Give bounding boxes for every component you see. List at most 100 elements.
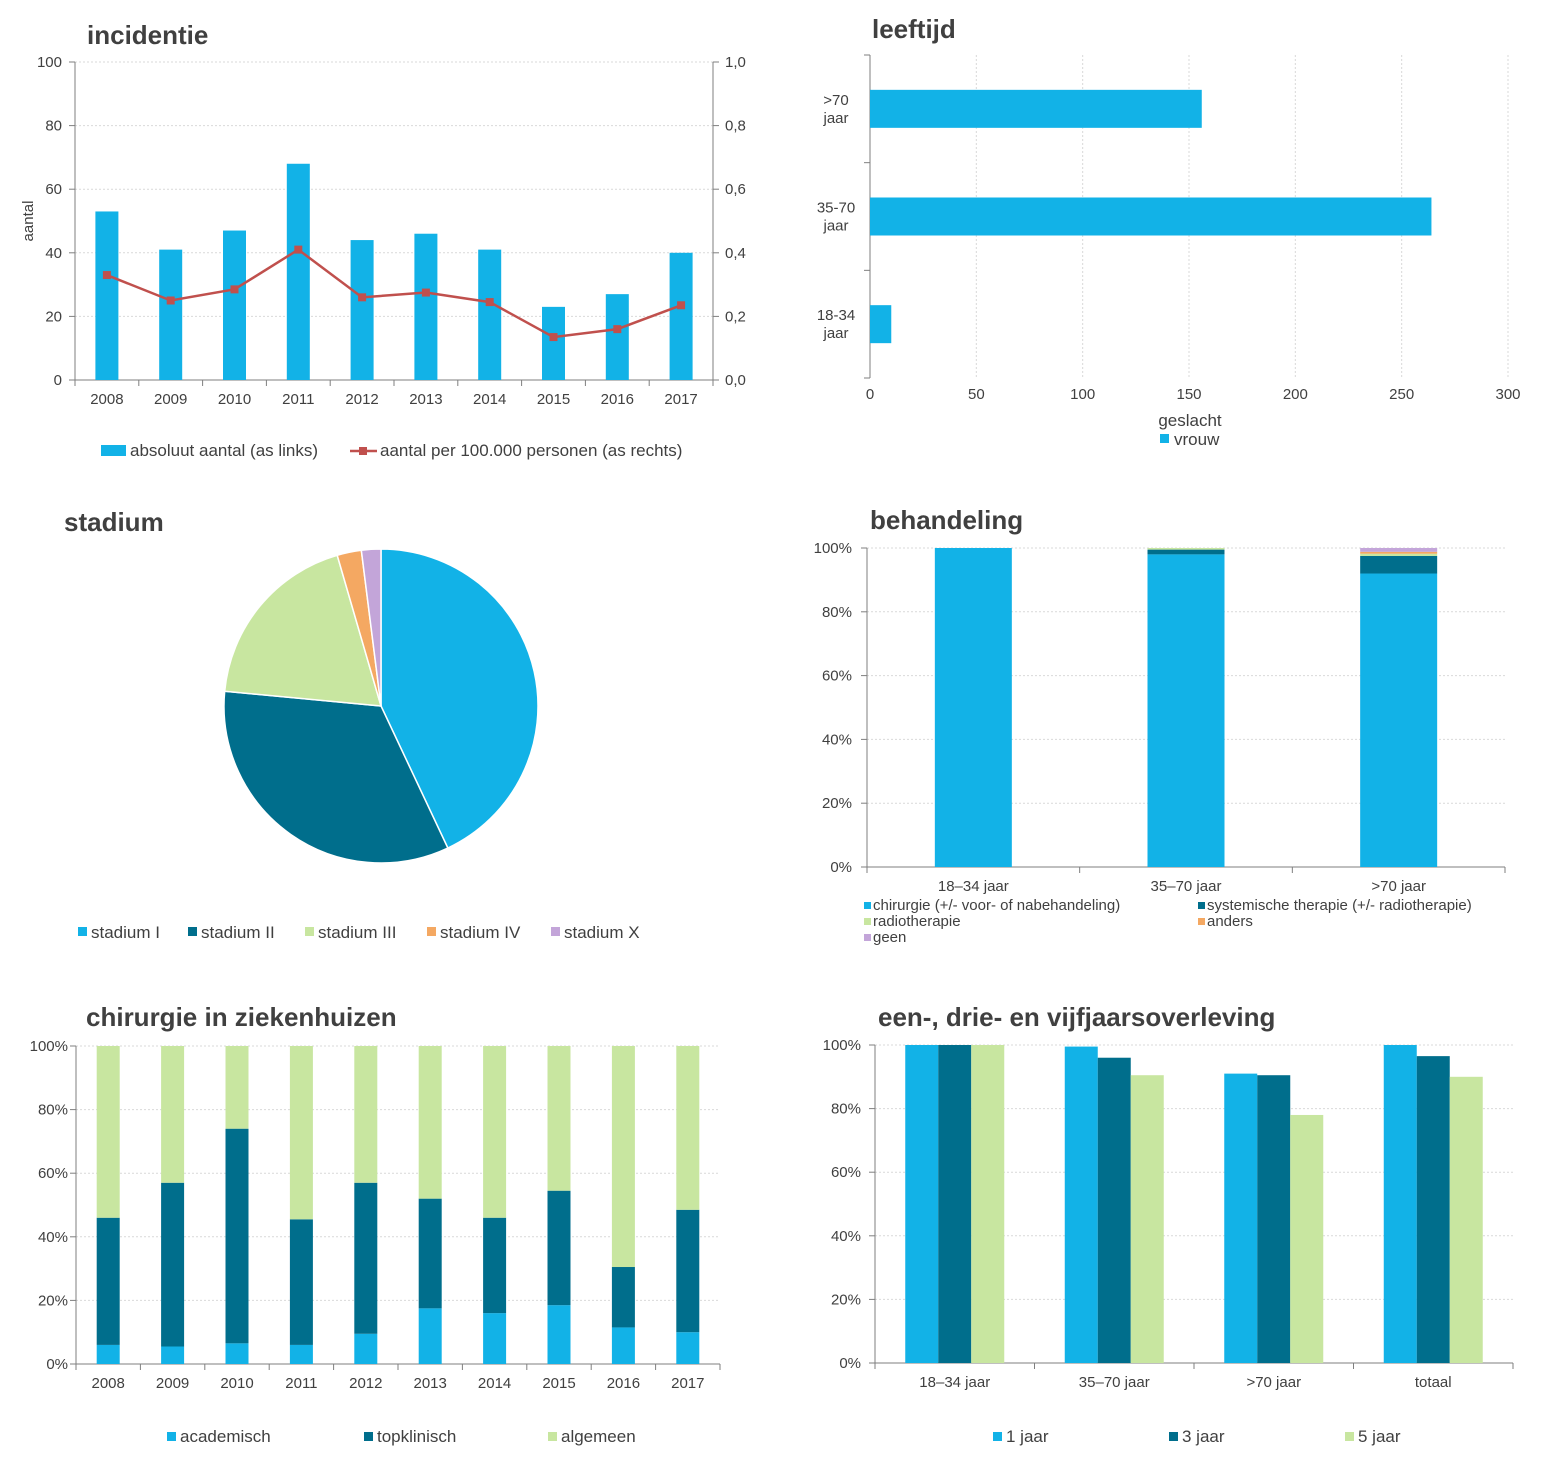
bar [669, 252, 693, 380]
bar [1130, 1075, 1164, 1363]
legend-title: geslacht [1158, 411, 1222, 430]
bar [1224, 1073, 1258, 1363]
chart-title: stadium [64, 507, 164, 537]
x-tick-label: 100 [1070, 386, 1095, 403]
y-tick-label: 40 [45, 245, 62, 262]
x-tick-label: 18–34 jaar [919, 1374, 990, 1391]
chart-title: behandeling [870, 505, 1023, 535]
pie-slice [360, 548, 382, 707]
bar-segment [289, 1046, 313, 1220]
x-tick-label: 35–70 jaar [1079, 1374, 1150, 1391]
x-tick-label: 2017 [664, 391, 697, 408]
bar-segment [96, 1046, 120, 1218]
y-tick-label: 80% [38, 1102, 68, 1119]
x-tick-label: 2008 [90, 391, 123, 408]
legend-swatch [427, 927, 436, 936]
x-tick-label: 2011 [282, 391, 314, 408]
bar [938, 1045, 972, 1363]
bar-segment [225, 1343, 249, 1364]
bar [1383, 1045, 1417, 1363]
y-tick-label: 0 [54, 372, 62, 389]
x-tick-label: 150 [1176, 386, 1201, 403]
legend-label: vrouw [1174, 430, 1220, 449]
x-tick-label: 2012 [349, 1375, 382, 1392]
x-tick-label: 250 [1389, 386, 1414, 403]
y-tick-label: 100% [823, 1037, 861, 1054]
legend-swatch [993, 1432, 1002, 1441]
y2-tick-label: 0,6 [725, 181, 746, 198]
chart-title: leeftijd [872, 14, 956, 44]
x-tick-label: 2017 [671, 1375, 704, 1392]
bar-segment [418, 1046, 442, 1199]
y-tick-label: 18-34 [817, 307, 855, 324]
leeftijd-chart: leeftijd 0 50 100 150 200 250 300 >70 jaar 35-70 ja… [780, 0, 1550, 480]
y-tick-label: jaar [822, 110, 848, 127]
bar-segment [225, 1128, 249, 1344]
legend-label: stadium I [91, 923, 160, 942]
legend-swatch [364, 1432, 373, 1441]
y-tick-label: 100% [30, 1038, 68, 1055]
bar [870, 197, 1432, 236]
legend-label: 1 jaar [1006, 1427, 1049, 1446]
bar-segment [934, 548, 1012, 867]
x-tick-label: 2015 [542, 1375, 575, 1392]
y-tick-label: 80 [45, 118, 62, 135]
bar-segment [161, 1182, 185, 1347]
line-point [358, 293, 367, 302]
bar [1097, 1057, 1131, 1363]
stadium-svg: stadium stadium I stadium II stadium III sta… [64, 507, 640, 942]
legend-label: stadium X [564, 923, 640, 942]
bar-segment [483, 1046, 507, 1218]
bar [1416, 1056, 1450, 1363]
legend-swatch [1169, 1432, 1178, 1441]
bar [605, 294, 629, 380]
bar-segment [1360, 573, 1438, 867]
x-tick-label: 2010 [218, 391, 251, 408]
y-tick-label: jaar [822, 218, 848, 235]
line-point [421, 288, 430, 297]
x-tick-label: 2016 [601, 391, 634, 408]
bar [223, 230, 246, 380]
bar-segment [1360, 548, 1438, 552]
pie-slice [223, 690, 449, 864]
x-tick-label: >70 jaar [1371, 878, 1426, 895]
bar-segment [1147, 548, 1225, 550]
x-tick-label: 300 [1495, 386, 1520, 403]
overleving-chart: een-, drie- en vijfjaarsoverleving 0% 20% 4… [780, 990, 1550, 1474]
bar-segment [96, 1344, 120, 1364]
bar [1449, 1076, 1483, 1363]
y-tick-label: 0% [830, 859, 852, 876]
bar [1064, 1046, 1098, 1363]
y-tick-label: 20% [822, 795, 852, 812]
incidentie-svg: incidentie 0 20 40 60 80 100 0,0 0,2 0,4 0,6 0,8 1,0… [20, 20, 746, 460]
line-point [485, 298, 494, 307]
y-tick-label: 20% [38, 1292, 68, 1309]
y-tick-label: 20% [831, 1291, 861, 1308]
chart-title: chirurgie in ziekenhuizen [86, 1002, 397, 1032]
behandeling-chart: behandeling 0% 20% 40% 60% 80% 100% 18–34 jaar 3… [780, 490, 1550, 970]
y-tick-label: 80% [831, 1101, 861, 1118]
x-tick-label: 2014 [473, 391, 506, 408]
x-tick-label: 2015 [537, 391, 570, 408]
x-tick-label: 0 [866, 386, 874, 403]
y2-tick-label: 0,4 [725, 245, 746, 262]
bar-segment [161, 1046, 185, 1183]
chart-title: een-, drie- en vijfjaarsoverleving [878, 1002, 1275, 1032]
bar [1290, 1114, 1324, 1363]
series-line [106, 248, 682, 339]
line-point [166, 296, 175, 305]
legend-label: chirurgie (+/- voor- of nabehandeling) [873, 897, 1120, 914]
line-point [613, 325, 622, 334]
x-tick-label: 2011 [285, 1375, 317, 1392]
line-point [230, 285, 239, 294]
bar-segment [418, 1198, 442, 1309]
x-tick-label: 2010 [220, 1375, 253, 1392]
legend-label: stadium IV [440, 923, 521, 942]
legend-label: topklinisch [377, 1427, 456, 1446]
legend-swatch [1345, 1432, 1354, 1441]
legend-swatch [551, 927, 560, 936]
y-tick-label: >70 [823, 92, 848, 109]
bar [542, 306, 565, 380]
chirurgie-svg: chirurgie in ziekenhuizen 0% 20% 40% 60% 80% 1… [30, 1002, 721, 1446]
